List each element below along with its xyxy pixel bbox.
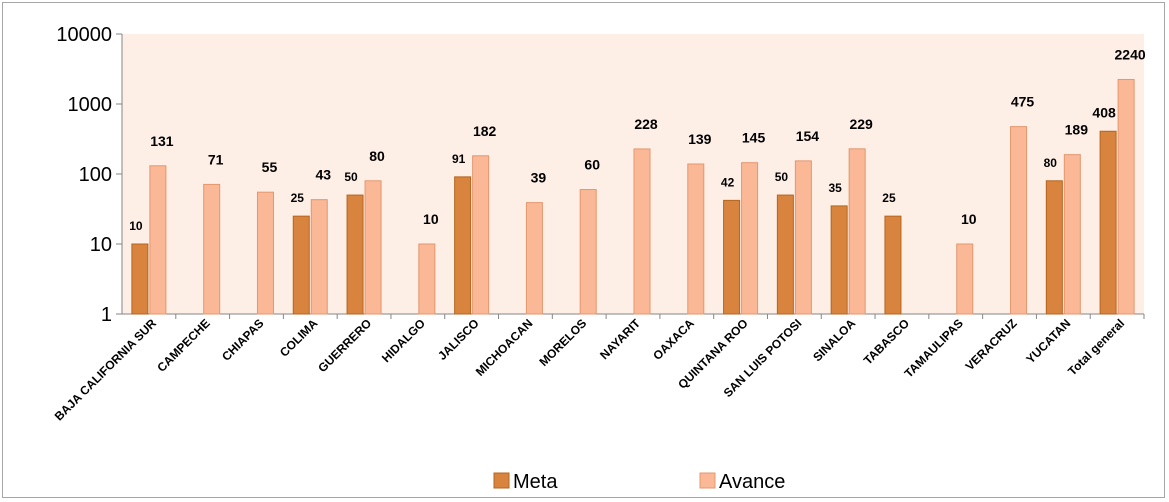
category-label: CHIAPAS [219, 316, 266, 363]
data-label-avance: 154 [796, 128, 820, 144]
data-label-meta: 42 [721, 175, 735, 189]
bar-meta [131, 243, 149, 315]
category-label: SINALOA [810, 316, 858, 364]
bar-avance [525, 202, 543, 315]
category-label: MORELOS [537, 316, 590, 369]
bar-avance [1063, 154, 1081, 315]
category-label: BAJA CALIFORNIA SUR [52, 316, 160, 424]
data-label-avance: 229 [849, 116, 873, 132]
data-label-meta: 25 [882, 191, 896, 205]
legend-swatch [699, 472, 716, 489]
category-label: COLIMA [277, 316, 321, 360]
category-label: YUCATAN [1023, 316, 1073, 366]
data-label-meta: 91 [452, 152, 466, 166]
bar-avance [741, 162, 759, 315]
data-label-meta: 408 [1092, 104, 1116, 120]
bar-meta [884, 215, 902, 315]
bar-avance [418, 243, 436, 315]
category-label: NAYARIT [597, 316, 644, 363]
y-tick-label: 100 [79, 164, 112, 186]
bar-meta [776, 194, 794, 315]
y-tick-label: 10 [90, 234, 112, 256]
category-label: MICHOACAN [473, 316, 536, 379]
category-label: OAXACA [650, 316, 697, 363]
data-label-avance: 80 [369, 148, 385, 164]
y-tick-label: 1 [101, 304, 112, 326]
data-label-meta: 50 [775, 170, 789, 184]
data-label-avance: 182 [473, 123, 497, 139]
bar-avance [633, 148, 651, 315]
plot-area [122, 34, 1144, 314]
data-label-avance: 43 [315, 167, 331, 183]
bar-meta [1045, 180, 1063, 315]
bar-avance [203, 183, 221, 315]
legend-swatch [493, 472, 510, 489]
data-label-avance: 39 [531, 170, 547, 186]
data-label-avance: 60 [584, 157, 600, 173]
bar-meta [292, 215, 310, 315]
data-label-avance: 145 [742, 130, 766, 146]
data-label-meta: 50 [344, 170, 358, 184]
bar-avance [848, 148, 866, 315]
data-label-avance: 10 [961, 211, 977, 227]
data-label-meta: 35 [828, 181, 842, 195]
category-label: TABASCO [861, 316, 912, 367]
category-label: CAMPECHE [154, 316, 212, 374]
legend-label: Meta [513, 471, 558, 493]
category-label: Total general [1065, 316, 1127, 378]
bar-meta [723, 199, 741, 315]
category-label: HIDALGO [379, 316, 428, 365]
bar-avance [1117, 78, 1135, 315]
data-label-avance: 475 [1011, 94, 1035, 110]
bar-avance [1010, 126, 1028, 315]
bar-meta [830, 205, 848, 315]
data-label-avance: 228 [634, 116, 658, 132]
bar-avance [256, 191, 274, 315]
data-label-avance: 189 [1065, 122, 1089, 138]
category-label: VERACRUZ [963, 316, 1020, 373]
data-label-avance: 2240 [1115, 46, 1146, 62]
bar-avance [310, 199, 328, 315]
category-label: GUERRERO [315, 316, 374, 375]
bar-avance [364, 180, 382, 315]
legend-label: Avance [719, 471, 785, 493]
data-label-avance: 10 [423, 211, 439, 227]
data-label-meta: 25 [291, 191, 305, 205]
category-label: JALISCO [435, 316, 482, 363]
y-tick-label: 10000 [56, 24, 112, 46]
bar-avance [687, 163, 705, 315]
y-tick-label: 1000 [68, 94, 113, 116]
bar-avance [472, 155, 490, 315]
data-label-avance: 131 [150, 133, 174, 149]
data-label-meta: 80 [1044, 156, 1058, 170]
bar-avance [579, 189, 597, 315]
data-label-avance: 55 [262, 159, 278, 175]
data-label-avance: 71 [208, 151, 224, 167]
data-label-meta: 10 [129, 219, 143, 233]
bar-meta [454, 176, 472, 315]
bar-meta [1099, 130, 1117, 315]
bar-avance [794, 160, 812, 315]
bar-avance [956, 243, 974, 315]
data-label-avance: 139 [688, 131, 712, 147]
bar-avance [149, 165, 167, 315]
bar-meta [346, 194, 364, 315]
